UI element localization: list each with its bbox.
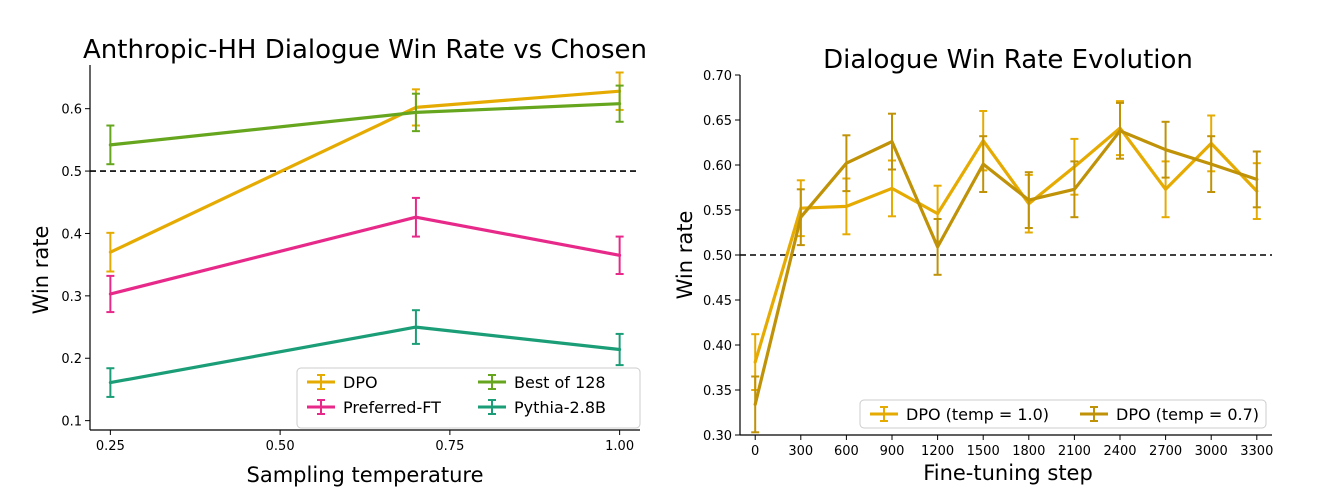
error-bar: [411, 92, 420, 133]
x-tick-label: 900: [880, 444, 905, 459]
error-bar: [615, 84, 624, 123]
legend-entry: DPO (temp = 1.0): [870, 405, 1049, 424]
error-bar: [1116, 101, 1124, 160]
error-bar: [411, 309, 420, 345]
legend-entry: Pythia-2.8B: [478, 398, 606, 417]
y-tick-label: 0.60: [703, 159, 732, 174]
error-bar: [106, 231, 115, 273]
y-tick-label: 0.6: [61, 103, 82, 118]
legend-entry: DPO: [307, 373, 378, 392]
error-bar: [842, 134, 851, 193]
legend-box: [859, 399, 1267, 429]
chart-left-legend: DPO Best of 128 Preferred-FT Pythia-2.8B: [296, 367, 641, 429]
x-tick-label: 2100: [1058, 444, 1091, 459]
x-tick-label: 1200: [921, 444, 954, 459]
error-bar: [933, 218, 942, 276]
x-tick-label: 1800: [1012, 444, 1045, 459]
x-tick-label: 1500: [967, 444, 1000, 459]
x-tick-label: 1.00: [605, 439, 634, 454]
legend-label: DPO (temp = 1.0): [906, 405, 1049, 424]
x-tick-label: 0.75: [435, 439, 464, 454]
x-tick-label: 0.25: [96, 439, 125, 454]
x-tick-label: 3300: [1240, 444, 1273, 459]
y-tick-label: 0.45: [703, 294, 732, 309]
error-bar: [106, 274, 115, 314]
series-line: [753, 126, 1259, 364]
chart-right-ylabel: Win rate: [673, 211, 697, 300]
legend-box: [296, 367, 641, 429]
x-tick-label: 3000: [1195, 444, 1228, 459]
y-tick-label: 0.40: [703, 339, 732, 354]
y-tick-label: 0.35: [703, 384, 732, 399]
series-line: [108, 215, 622, 296]
x-tick-label: 600: [834, 444, 859, 459]
y-tick-label: 0.5: [61, 165, 82, 180]
y-tick-label: 0.65: [703, 114, 732, 129]
legend-label: Best of 128: [514, 373, 606, 392]
series-line: [108, 102, 622, 147]
error-bar: [979, 135, 988, 193]
chart-right: Dialogue Win Rate Evolution Fine-tuning …: [673, 45, 1273, 485]
error-bar: [106, 367, 115, 398]
y-tick-label: 0.4: [61, 227, 82, 242]
error-bar: [888, 112, 896, 171]
x-tick-label: 0: [751, 444, 759, 459]
y-tick-label: 0.3: [61, 290, 82, 305]
chart-right-title: Dialogue Win Rate Evolution: [823, 45, 1193, 75]
error-bar: [751, 375, 760, 434]
legend-entry: Preferred-FT: [307, 398, 441, 417]
series-line: [753, 129, 1259, 406]
chart-left-xlabel: Sampling temperature: [247, 463, 484, 487]
legend-label: Pythia-2.8B: [514, 398, 606, 417]
x-tick-label: 2400: [1103, 444, 1136, 459]
error-bar: [796, 188, 805, 247]
error-bar: [615, 332, 624, 367]
x-tick-label: 2700: [1149, 444, 1182, 459]
chart-right-plot-area: 0 300 600 900 1200 1500 1800 2100 2400 2700 3000 33…: [703, 69, 1273, 459]
error-bar: [1252, 150, 1261, 209]
error-bar: [1070, 160, 1079, 219]
y-tick-label: 0.2: [61, 352, 82, 367]
legend-entry: Best of 128: [478, 373, 606, 392]
legend-label: DPO: [343, 373, 378, 392]
y-tick-label: 0.50: [703, 249, 732, 264]
error-bar: [411, 196, 420, 238]
y-tick-label: 0.1: [61, 415, 82, 430]
error-bar: [1207, 135, 1216, 193]
legend-label: Preferred-FT: [343, 398, 441, 417]
y-tick-label: 0.70: [703, 69, 732, 84]
x-tick-label: 300: [788, 444, 813, 459]
chart-right-legend: DPO (temp = 1.0) DPO (temp = 0.7): [859, 399, 1267, 429]
chart-left-plot-area: 0.25 0.50 0.75 1.00 0.1 0.2 0.3 0.4 0.5 0.6: [61, 65, 640, 454]
error-bar: [615, 235, 624, 276]
x-tick-label: 0.50: [266, 439, 295, 454]
chart-right-xlabel: Fine-tuning step: [923, 461, 1093, 485]
error-bar: [1024, 171, 1033, 229]
y-tick-label: 0.30: [703, 429, 732, 444]
y-tick-label: 0.55: [703, 204, 732, 219]
chart-left-title: Anthropic-HH Dialogue Win Rate vs Chosen: [83, 35, 647, 65]
chart-left-ylabel: Win rate: [29, 226, 53, 315]
chart-left: Anthropic-HH Dialogue Win Rate vs Chosen…: [29, 35, 647, 487]
error-bar: [1161, 120, 1170, 179]
legend-entry: DPO (temp = 0.7): [1080, 405, 1259, 424]
legend-label: DPO (temp = 0.7): [1116, 405, 1259, 424]
error-bar: [106, 124, 115, 166]
